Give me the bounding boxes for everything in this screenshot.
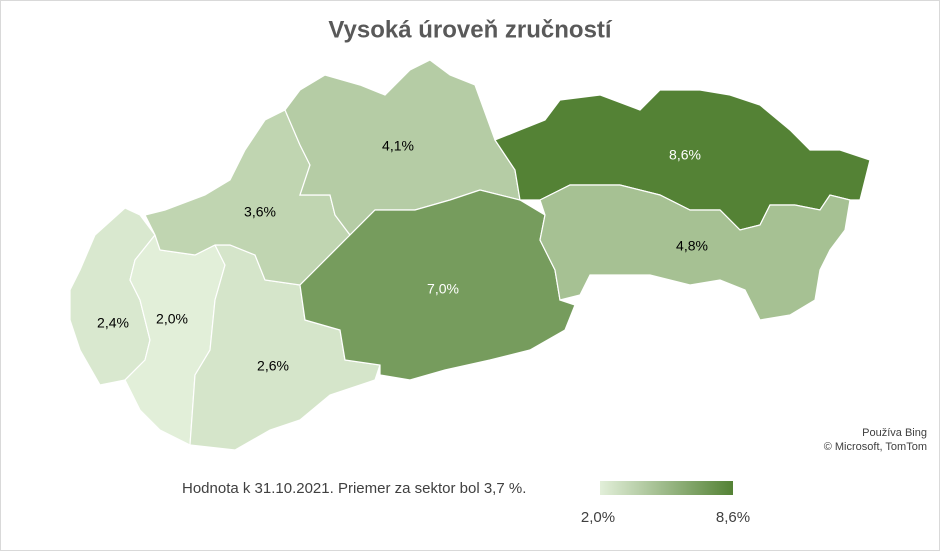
value-label: 7,0%: [427, 281, 459, 297]
value-label: 2,6%: [257, 358, 289, 374]
colorbar-label: 2,0%: [581, 509, 615, 526]
value-label: 4,8%: [676, 238, 708, 254]
value-label: 8,6%: [669, 147, 701, 163]
value-label: 2,0%: [156, 311, 188, 327]
region: [299, 189, 576, 381]
map: [69, 59, 871, 451]
colorbar-label: 8,6%: [716, 509, 750, 526]
footnote: Hodnota k 31.10.2021. Priemer za sektor …: [182, 480, 526, 497]
attribution: Používa Bing: [862, 427, 927, 439]
region: [539, 184, 851, 321]
value-label: 2,4%: [97, 315, 129, 331]
chart-title: Vysoká úroveň zručností: [328, 16, 613, 43]
value-label: 4,1%: [382, 138, 414, 154]
value-label: 3,6%: [244, 204, 276, 220]
attribution: © Microsoft, TomTom: [824, 441, 927, 453]
colorbar: [600, 481, 733, 495]
